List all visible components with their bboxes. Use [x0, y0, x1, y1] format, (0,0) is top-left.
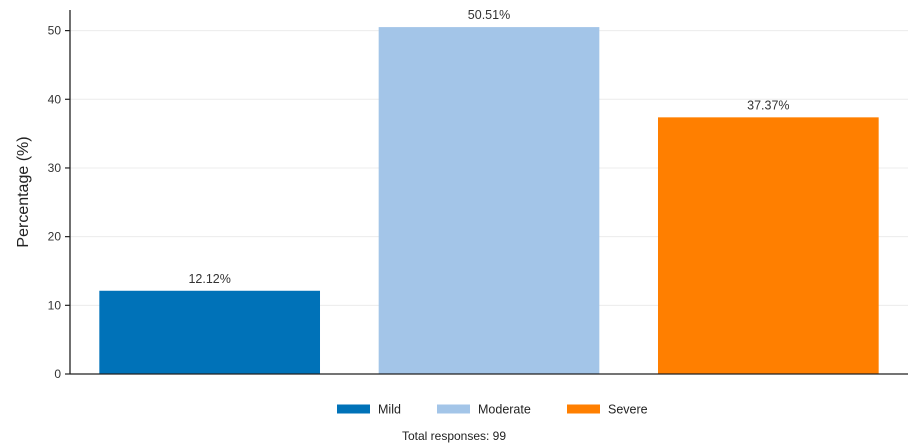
data-label-mild: 12.12%: [188, 272, 230, 286]
data-label-severe: 37.37%: [747, 98, 789, 112]
y-ticks: 0 10 20 30 40 50: [48, 24, 70, 381]
bar-severe: [657, 117, 879, 375]
legend-label-moderate: Moderate: [478, 403, 531, 417]
y-tick-label: 20: [48, 230, 62, 244]
legend-swatch-severe: [567, 404, 600, 414]
legend: Mild Moderate Severe: [337, 403, 648, 417]
y-tick-label: 0: [54, 367, 61, 381]
bars: [99, 27, 879, 375]
bar-mild: [99, 290, 321, 374]
y-tick-label: 50: [48, 24, 62, 38]
chart-caption: Total responses: 99: [402, 429, 506, 443]
legend-label-severe: Severe: [608, 403, 648, 417]
y-tick-label: 40: [48, 92, 62, 106]
y-axis-label: Percentage (%): [15, 136, 32, 247]
axes: [69, 10, 908, 375]
legend-label-mild: Mild: [378, 403, 401, 417]
y-tick-label: 30: [48, 161, 62, 175]
bar-moderate: [378, 27, 600, 374]
legend-swatch-moderate: [437, 404, 470, 414]
y-tick-label: 10: [48, 298, 62, 312]
data-labels: 12.12% 50.51% 37.37%: [188, 8, 789, 286]
legend-swatch-mild: [337, 404, 370, 414]
data-label-moderate: 50.51%: [468, 8, 510, 22]
